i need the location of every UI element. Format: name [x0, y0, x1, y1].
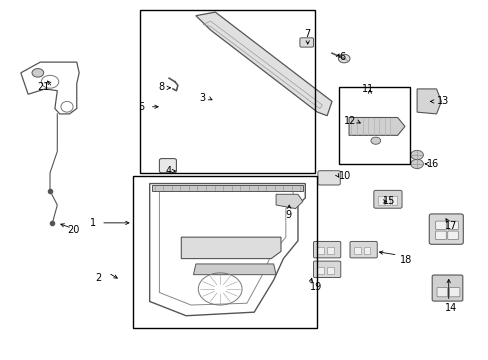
- Bar: [384, 196, 389, 205]
- Bar: [377, 196, 383, 205]
- Text: 20: 20: [67, 225, 79, 235]
- FancyBboxPatch shape: [431, 275, 462, 301]
- Text: 18: 18: [399, 255, 411, 265]
- Bar: [353, 247, 360, 254]
- Circle shape: [32, 68, 43, 77]
- Polygon shape: [348, 117, 404, 135]
- FancyBboxPatch shape: [447, 221, 458, 230]
- Bar: [317, 267, 324, 274]
- Text: 5: 5: [138, 102, 144, 112]
- Text: 12: 12: [343, 116, 356, 126]
- FancyBboxPatch shape: [349, 242, 376, 258]
- Text: 14: 14: [444, 303, 456, 313]
- FancyBboxPatch shape: [313, 261, 340, 278]
- Text: 3: 3: [199, 93, 205, 103]
- FancyBboxPatch shape: [317, 171, 340, 185]
- Text: 9: 9: [285, 210, 291, 220]
- Circle shape: [410, 150, 423, 159]
- Text: 21: 21: [38, 82, 50, 92]
- Circle shape: [410, 159, 423, 168]
- FancyBboxPatch shape: [428, 214, 462, 244]
- FancyBboxPatch shape: [436, 288, 447, 297]
- Text: 15: 15: [382, 197, 395, 206]
- FancyBboxPatch shape: [435, 231, 446, 240]
- Polygon shape: [416, 89, 441, 114]
- Bar: [339, 87, 409, 164]
- FancyBboxPatch shape: [435, 221, 446, 230]
- Bar: [326, 247, 333, 254]
- Circle shape: [370, 137, 380, 144]
- Bar: [391, 196, 396, 205]
- Text: 11: 11: [362, 84, 374, 94]
- Text: 17: 17: [444, 221, 456, 231]
- Text: 10: 10: [339, 171, 351, 181]
- Text: 19: 19: [309, 282, 322, 292]
- Polygon shape: [276, 194, 302, 208]
- FancyBboxPatch shape: [373, 190, 401, 208]
- FancyBboxPatch shape: [299, 38, 313, 47]
- FancyBboxPatch shape: [159, 158, 176, 173]
- Text: 6: 6: [339, 52, 345, 62]
- Circle shape: [338, 54, 349, 63]
- Text: 4: 4: [165, 166, 171, 176]
- Polygon shape: [196, 12, 331, 116]
- Bar: [317, 247, 324, 254]
- Polygon shape: [181, 237, 281, 258]
- Bar: [326, 267, 333, 274]
- Text: 2: 2: [95, 273, 101, 283]
- Bar: [132, 176, 317, 328]
- Bar: [363, 247, 370, 254]
- FancyBboxPatch shape: [447, 231, 458, 240]
- FancyBboxPatch shape: [313, 242, 340, 258]
- FancyBboxPatch shape: [448, 288, 459, 297]
- Polygon shape: [193, 264, 276, 275]
- Text: 1: 1: [90, 218, 96, 228]
- Text: 8: 8: [158, 82, 164, 92]
- Text: 7: 7: [304, 29, 310, 39]
- Text: 13: 13: [436, 96, 448, 107]
- Text: 16: 16: [426, 159, 438, 169]
- Bar: [140, 10, 314, 173]
- Polygon shape: [152, 185, 302, 191]
